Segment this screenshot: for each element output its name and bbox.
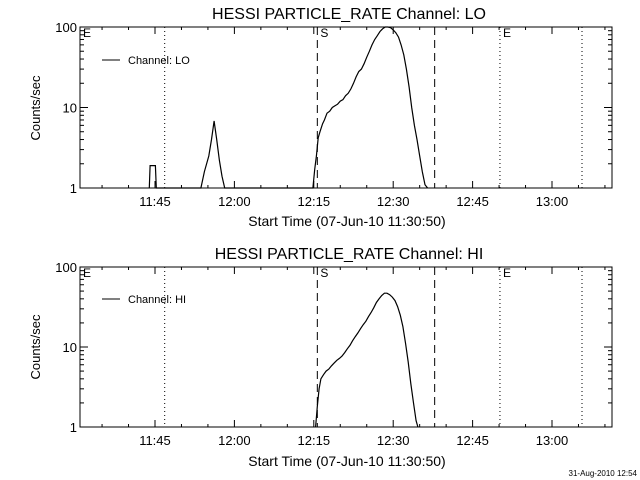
series-line <box>315 292 419 428</box>
event-marker-label: E <box>83 266 91 280</box>
x-tick-label: 12:30 <box>377 194 410 209</box>
y-axis-label: Counts/sec <box>28 314 43 380</box>
y-tick-label: 1 <box>70 420 77 435</box>
x-tick-label: 12:30 <box>377 433 410 448</box>
x-axis-label: Start Time (07-Jun-10 11:30:50) <box>248 453 445 469</box>
y-tick-label: 100 <box>55 20 77 35</box>
y-tick-label: 1 <box>70 181 77 196</box>
x-tick-label: 11:45 <box>139 194 171 209</box>
event-marker-label: E <box>83 26 91 40</box>
x-tick-label: 12:00 <box>218 433 251 448</box>
event-marker-label: S <box>320 26 328 40</box>
x-tick-label: 12:00 <box>218 194 251 209</box>
y-tick-label: 100 <box>55 260 77 275</box>
panel-hi: HESSI PARTICLE_RATE Channel: HI Counts/s… <box>28 246 613 469</box>
x-axis-label: Start Time (07-Jun-10 11:30:50) <box>248 213 445 229</box>
plot-frame <box>79 26 613 189</box>
event-marker-label: S <box>320 266 328 280</box>
x-tick-label: 11:45 <box>139 433 171 448</box>
x-tick-label: 12:15 <box>298 194 331 209</box>
y-tick-label: 10 <box>63 101 77 116</box>
x-tick-label: 12:45 <box>456 194 489 209</box>
panel-lo: HESSI PARTICLE_RATE Channel: LO Counts/s… <box>28 6 613 229</box>
y-axis-label: Counts/sec <box>28 75 43 141</box>
footer-timestamp: 31-Aug-2010 12:54 <box>569 469 638 478</box>
x-tick-label: 12:15 <box>298 433 331 448</box>
plot-frame <box>79 266 613 428</box>
x-tick-label: 13:00 <box>536 433 569 448</box>
chart-title: HESSI PARTICLE_RATE Channel: HI <box>215 246 484 263</box>
chart-title: HESSI PARTICLE_RATE Channel: LO <box>212 6 486 23</box>
series-line <box>148 26 429 189</box>
legend-label: Channel: HI <box>128 294 186 306</box>
x-tick-label: 13:00 <box>536 194 569 209</box>
event-marker-label: E <box>503 26 511 40</box>
x-tick-label: 12:45 <box>456 433 489 448</box>
legend-label: Channel: LO <box>128 55 190 67</box>
event-marker-label: E <box>503 266 511 280</box>
y-tick-label: 10 <box>63 340 77 355</box>
